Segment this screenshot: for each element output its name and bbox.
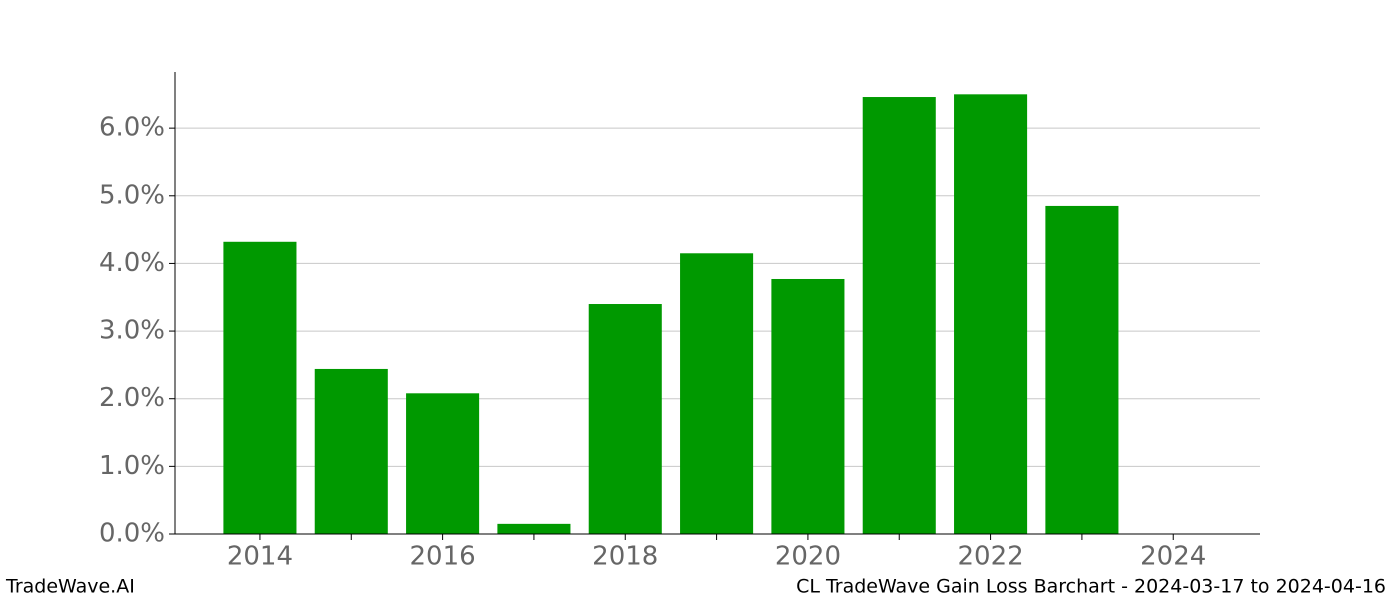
bar [954, 94, 1028, 534]
bar [862, 97, 936, 534]
y-tick-label: 2.0% [99, 383, 165, 413]
brand: TradeWave.AI [5, 576, 135, 598]
chart-title: CL TradeWave Gain Loss Barchart - 2024-0… [796, 576, 1386, 598]
bar [314, 368, 388, 534]
bar [680, 253, 754, 534]
y-tick-label: 1.0% [99, 451, 165, 481]
x-tick-label: 2020 [775, 542, 841, 572]
y-tick-label: 5.0% [99, 180, 165, 210]
x-tick-label: 2024 [1140, 542, 1206, 572]
x-tick-label: 2022 [957, 542, 1023, 572]
bar [406, 393, 480, 534]
x-tick-label: 2016 [410, 542, 476, 572]
y-tick-label: 6.0% [99, 113, 165, 143]
y-tick-label: 3.0% [99, 316, 165, 346]
y-tick-label: 0.0% [99, 519, 165, 549]
bar [1045, 205, 1119, 534]
x-tick-label: 2014 [227, 542, 293, 572]
bar [223, 241, 297, 534]
bar [497, 523, 571, 534]
bar [588, 304, 662, 534]
bar [771, 278, 845, 534]
y-tick-label: 4.0% [99, 248, 165, 278]
x-tick-label: 2018 [592, 542, 658, 572]
